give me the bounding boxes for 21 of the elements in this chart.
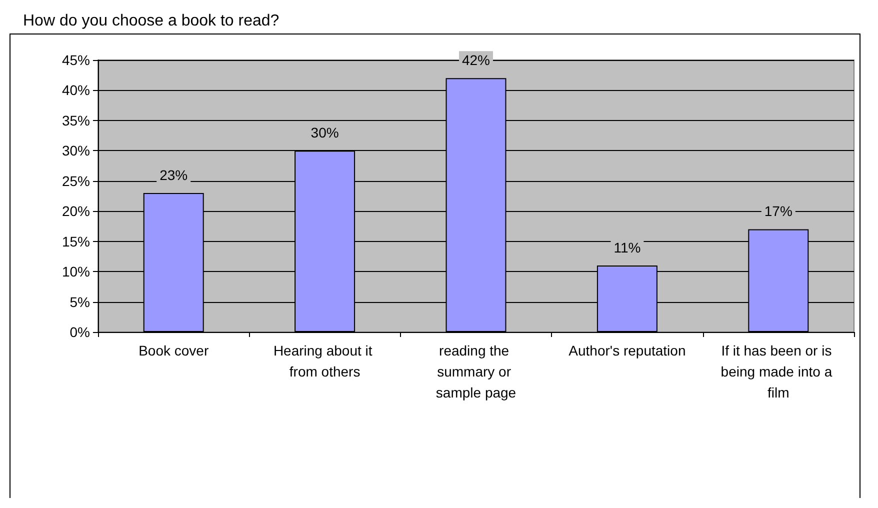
data-label: 23% <box>160 166 188 183</box>
x-tick-label: Author's reputation <box>568 342 686 358</box>
data-label: 17% <box>764 203 792 220</box>
data-label: 11% <box>614 240 641 256</box>
x-tick-label: Book cover <box>138 342 209 358</box>
y-tick-label: 20% <box>62 203 90 220</box>
y-tick-label: 10% <box>62 264 90 280</box>
y-tick-label: 25% <box>62 172 90 189</box>
y-tick-label: 45% <box>62 52 90 68</box>
y-tick-label: 30% <box>62 142 90 159</box>
y-tick-label: 15% <box>62 233 90 250</box>
y-tick-label: 0% <box>70 324 90 340</box>
chart-title: How do you choose a book to read? <box>23 12 280 30</box>
x-tick-label: Hearing about it from others <box>273 342 376 380</box>
data-label: 42% <box>462 52 490 68</box>
x-tick-label: If it has been or is being made into a film <box>720 342 836 400</box>
x-tick-label: reading the summary or sample page <box>436 342 516 400</box>
y-tick-label: 40% <box>62 82 90 98</box>
y-tick-label: 35% <box>62 112 90 128</box>
data-label: 30% <box>310 124 339 141</box>
y-tick-label: 5% <box>70 294 90 310</box>
